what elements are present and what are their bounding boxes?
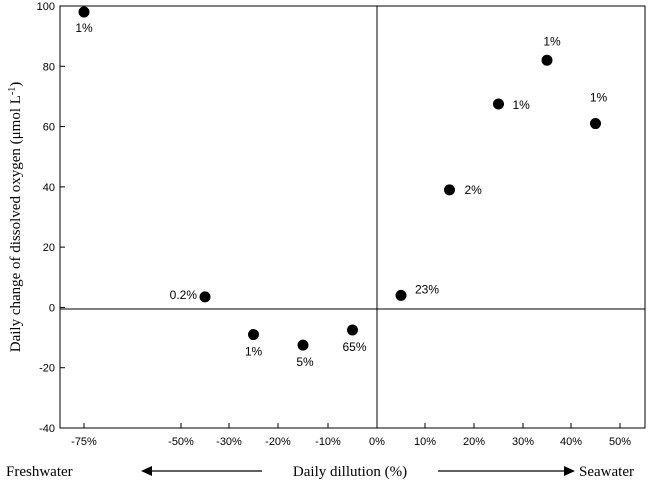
data-label: 1%: [590, 91, 608, 105]
data-label: 1%: [543, 34, 561, 48]
x-tick-label: 40%: [560, 436, 582, 448]
data-point: [395, 289, 407, 301]
x-tick-label: 0%: [369, 436, 385, 448]
seawater-label: Seawater: [579, 464, 634, 480]
plot-area: [59, 5, 646, 429]
y-tick-label: 100: [37, 1, 55, 13]
right-arrow-head: [564, 466, 575, 476]
y-axis-title: Daily change of dissolved oxygen (μmol L…: [7, 82, 24, 353]
data-label: 2%: [465, 183, 483, 197]
data-point: [297, 339, 309, 351]
y-tick-label: 40: [43, 182, 55, 194]
y-tick-label: 60: [43, 122, 55, 134]
data-point: [590, 118, 601, 130]
x-tick-label: -20%: [265, 436, 291, 448]
data-label: 1%: [513, 98, 531, 112]
data-point: [248, 329, 259, 341]
data-point: [199, 291, 211, 303]
y-tick-label: -40: [39, 423, 55, 435]
data-label: 5%: [296, 355, 314, 369]
x-tick-label: 10%: [414, 436, 436, 448]
y-tick-label: -20: [39, 363, 55, 375]
y-tick-label: 0: [49, 302, 55, 314]
x-tick-label: -50%: [168, 436, 194, 448]
x-tick-label: -75%: [71, 436, 97, 448]
data-point: [493, 98, 504, 110]
y-axis-ticks: -40 -20 0 20 40 60 80 100: [37, 1, 65, 435]
data-point: [347, 324, 358, 336]
data-point: [78, 6, 90, 18]
y-tick-label: 80: [43, 61, 55, 73]
data-points: 1% 0.2% 1% 5% 65% 23% 2% 1% 1% 1%: [75, 6, 608, 369]
x-axis-title: Daily dillution (%): [293, 464, 407, 480]
y-tick-label: 20: [43, 242, 55, 254]
data-label: 1%: [245, 345, 263, 359]
data-point: [541, 54, 553, 66]
x-axis-ticks: -75% -50% -30% -20% -10% 0% 10% 20% 30% 40% 50%: [71, 423, 631, 448]
x-tick-label: 50%: [609, 436, 631, 448]
data-point: [444, 184, 455, 196]
x-tick-label: 30%: [512, 436, 534, 448]
left-arrow-head: [141, 466, 152, 476]
data-label: 23%: [415, 282, 439, 296]
x-tick-label: 20%: [463, 436, 485, 448]
freshwater-label: Freshwater: [6, 464, 73, 480]
data-label: 1%: [75, 21, 93, 35]
x-tick-label: -30%: [216, 436, 242, 448]
x-tick-label: -10%: [315, 436, 341, 448]
data-label: 0.2%: [170, 288, 198, 302]
data-label: 65%: [342, 340, 366, 354]
